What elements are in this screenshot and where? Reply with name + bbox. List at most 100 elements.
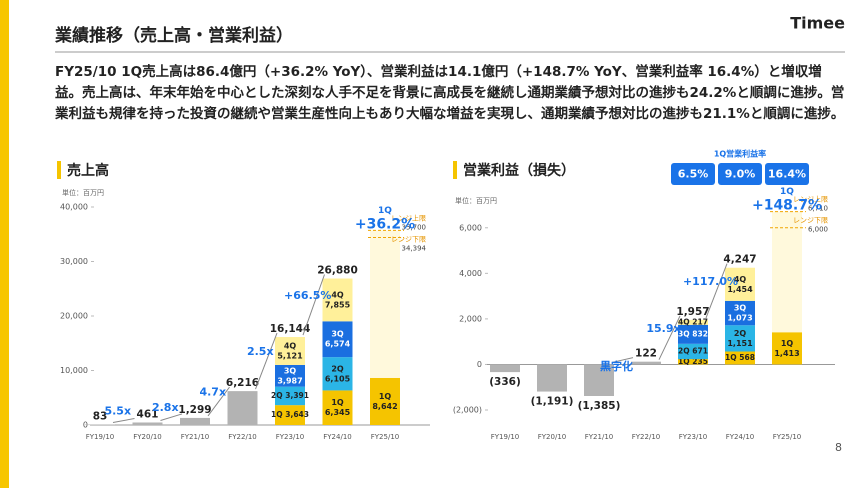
segment-value: 1,151 — [727, 339, 753, 348]
growth-label: +148.7% — [752, 198, 822, 214]
bar-segment — [678, 343, 708, 360]
total-label: 1,957 — [676, 306, 709, 318]
value-label: 461 — [137, 408, 159, 420]
margin-value: 9.0% — [725, 168, 756, 181]
bar-segment — [725, 325, 755, 352]
growth-arrow — [611, 357, 634, 363]
segment-name: 2Q — [271, 391, 283, 400]
bar-segment — [275, 337, 305, 365]
segment-value: 8,642 — [372, 402, 397, 411]
value-label: 122 — [635, 348, 657, 360]
bar-segment — [631, 361, 661, 365]
range-value: 6,710 — [808, 205, 828, 213]
segment-label: 1Q 235 — [678, 357, 708, 366]
segment-name: 1Q — [725, 353, 737, 362]
x-tick-label: FY21/10 — [585, 433, 613, 441]
bar-segment — [584, 364, 614, 396]
segment-value: 671 — [692, 346, 708, 355]
value-label: (1,191) — [531, 396, 574, 408]
segment-name: 2Q — [331, 364, 344, 373]
accent-stripe — [0, 0, 9, 488]
x-tick-label: FY22/10 — [632, 433, 660, 441]
growth-period: 1Q — [780, 187, 794, 197]
chart-title: 売上高 — [67, 162, 109, 179]
segment-name: 3Q — [734, 304, 747, 313]
growth-label: +36.2% — [355, 216, 415, 232]
x-tick-label: FY25/10 — [773, 433, 801, 441]
unit-label: 単位：百万円 — [455, 196, 497, 205]
chart-title: 営業利益（損失） — [463, 162, 575, 179]
summary: FY25/10 1Q売上高は86.4億円（+36.2% YoY）、営業利益は14… — [55, 64, 845, 122]
segment-name: 1Q — [781, 339, 794, 348]
range-label: レンジ上限 — [391, 213, 426, 222]
segment-value: 1,454 — [727, 285, 753, 294]
segment-name: 4Q — [284, 341, 297, 350]
range-value: 35,700 — [402, 223, 427, 231]
range-label: レンジ下限 — [391, 234, 426, 243]
segment-value: 3,391 — [285, 391, 309, 400]
y-tick-label: 4,000 — [459, 269, 482, 278]
bar-segment — [725, 351, 755, 365]
y-tick-label: 20,000 — [60, 312, 88, 321]
bar-segment — [275, 364, 305, 387]
growth-arrow — [302, 274, 325, 336]
segment-value: 3,643 — [285, 410, 309, 419]
x-tick-label: FY20/10 — [538, 433, 566, 441]
growth-arrow — [255, 332, 278, 390]
growth-label: 5.5x — [104, 405, 131, 418]
margin-value: 16.4% — [768, 168, 806, 181]
growth-label: +66.5% — [284, 289, 331, 302]
x-tick-label: FY24/10 — [726, 433, 754, 441]
range-label: レンジ下限 — [793, 216, 828, 225]
segment-value: 3,987 — [277, 376, 302, 385]
total-label: 16,144 — [270, 323, 311, 335]
range-label: レンジ上限 — [793, 195, 828, 204]
x-tick-label: FY21/10 — [181, 433, 209, 441]
bar-segment — [725, 300, 755, 326]
growth-label: 2.5x — [247, 345, 274, 358]
x-tick-label: FY24/10 — [323, 433, 351, 441]
value-label: (336) — [489, 376, 521, 388]
y-tick-label: 6,000 — [459, 223, 482, 232]
segment-label: 1Q 568 — [725, 353, 755, 362]
slide-title: 業績推移（売上高・営業利益） — [55, 25, 293, 46]
segment-value: 6,105 — [325, 374, 351, 383]
segment-value: 6,574 — [325, 340, 351, 349]
bar-segment — [678, 319, 708, 325]
total-label: 26,880 — [317, 265, 358, 277]
x-tick-label: FY23/10 — [276, 433, 304, 441]
growth-label: 黒字化 — [600, 359, 633, 373]
bar-segment — [275, 386, 305, 406]
range-value: 34,394 — [402, 244, 427, 252]
segment-value: 1,073 — [727, 314, 752, 323]
growth-arrow — [112, 417, 135, 424]
bar-segment — [322, 278, 353, 322]
bar-segment — [322, 390, 353, 425]
growth-arrow — [658, 315, 681, 360]
growth-arrow — [160, 413, 183, 421]
segment-label: 3Q 832 — [678, 329, 708, 338]
bar-segment — [490, 364, 520, 373]
bar-segment — [275, 405, 305, 425]
segment-value: 6,345 — [325, 408, 351, 417]
bar-segment — [725, 267, 755, 301]
total-label: 4,247 — [723, 254, 756, 266]
segment-name: 1Q — [331, 398, 344, 407]
margin-title: 1Q営業利益率 — [714, 149, 766, 159]
range-bar — [772, 211, 802, 333]
bar-segment — [322, 321, 353, 358]
y-tick-label: 40,000 — [60, 203, 88, 212]
y-tick-label: 30,000 — [60, 257, 88, 266]
segment-label: 1Q 3,643 — [271, 410, 309, 419]
segment-name: 1Q — [271, 410, 283, 419]
y-tick-label: 0 — [477, 360, 482, 369]
title-mark — [453, 161, 457, 179]
x-tick-label: FY19/10 — [86, 433, 114, 441]
x-tick-label: FY23/10 — [679, 433, 707, 441]
value-label: 1,299 — [178, 404, 211, 416]
segment-name: 1Q — [379, 392, 392, 401]
segment-value: 7,855 — [325, 300, 351, 309]
segment-name: 3Q — [284, 366, 297, 375]
segment-value: 235 — [692, 357, 708, 366]
